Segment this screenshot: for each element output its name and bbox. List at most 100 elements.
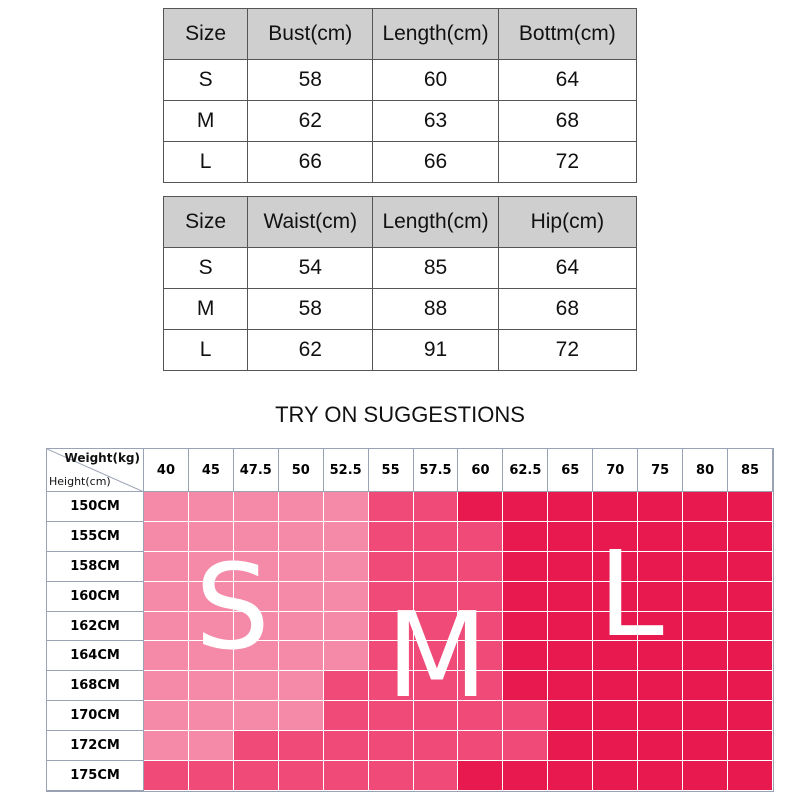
size-cell-l <box>503 671 549 702</box>
value-cell: 68 <box>497 288 638 330</box>
size-cell-s <box>233 701 279 732</box>
size-cell-l <box>458 492 504 522</box>
table-row: L 66 66 72 <box>162 141 638 183</box>
size-cell-m <box>458 611 504 642</box>
size-cell-s <box>278 521 324 552</box>
size-cell-s <box>233 611 279 642</box>
size-cell-l <box>503 581 549 612</box>
size-cell-s <box>188 701 234 732</box>
size-cell-l <box>683 671 729 702</box>
size-cell: M <box>162 100 249 142</box>
size-cell-l <box>728 761 773 791</box>
header-bottom: Bottm(cm) <box>497 8 638 60</box>
height-row-label: 155CM <box>47 521 144 552</box>
size-cell-m <box>323 731 369 762</box>
header-size: Size <box>162 196 249 248</box>
size-cell-l <box>503 521 549 552</box>
size-cell-m <box>278 731 324 762</box>
size-cell-s <box>188 581 234 612</box>
size-cell-m <box>503 701 549 732</box>
size-cell-s <box>144 551 189 582</box>
size-cell-l <box>548 641 594 672</box>
weight-header: 70 <box>593 449 639 492</box>
size-cell-l <box>683 731 729 762</box>
height-row-label: 170CM <box>47 701 144 732</box>
size-cell-l <box>503 492 549 522</box>
size-cell: L <box>162 329 249 371</box>
size-cell-l <box>593 492 639 522</box>
size-cell-l <box>638 701 684 732</box>
value-cell: 72 <box>497 141 638 183</box>
weight-header: 60 <box>458 449 504 492</box>
size-cell-m <box>458 521 504 552</box>
size-cell-m <box>503 731 549 762</box>
weight-header: 80 <box>683 449 729 492</box>
size-cell-l <box>458 761 504 791</box>
size-cell-s <box>323 492 369 522</box>
value-cell: 85 <box>372 247 499 289</box>
size-cell-s <box>278 551 324 582</box>
size-cell-m <box>413 671 459 702</box>
header-size: Size <box>162 8 249 60</box>
size-cell-l <box>728 671 773 702</box>
size-cell-l <box>593 701 639 732</box>
value-cell: 66 <box>372 141 499 183</box>
value-cell: 64 <box>497 247 638 289</box>
size-cell-s <box>278 641 324 672</box>
size-cell-l <box>728 641 773 672</box>
size-cell-l <box>683 581 729 612</box>
header-length: Length(cm) <box>372 196 499 248</box>
size-cell-m <box>233 761 279 791</box>
size-cell-m <box>368 671 414 702</box>
size-cell-m <box>413 641 459 672</box>
size-cell: M <box>162 288 249 330</box>
value-cell: 58 <box>247 59 374 101</box>
weight-header: 40 <box>144 449 189 492</box>
size-cell-m <box>413 521 459 552</box>
size-cell-l <box>728 581 773 612</box>
size-cell-l <box>638 492 684 522</box>
size-cell-l <box>683 551 729 582</box>
size-cell-s <box>323 551 369 582</box>
header-length: Length(cm) <box>372 8 499 60</box>
size-cell-l <box>638 551 684 582</box>
size-cell-m <box>368 611 414 642</box>
header-hip: Hip(cm) <box>497 196 638 248</box>
size-cell-m <box>458 671 504 702</box>
suggestions-title: TRY ON SUGGESTIONS <box>275 402 525 427</box>
size-cell-l <box>593 731 639 762</box>
size-cell-l <box>548 731 594 762</box>
size-cell-l <box>548 701 594 732</box>
table-row: L 62 91 72 <box>162 329 638 371</box>
size-cell-m <box>144 761 189 791</box>
height-axis-label: Height(cm) <box>49 475 111 488</box>
height-row-label: 150CM <box>47 492 144 522</box>
size-cell-l <box>503 551 549 582</box>
height-row-label: 168CM <box>47 671 144 702</box>
table-row: M 62 63 68 <box>162 100 638 142</box>
size-cell-l <box>638 731 684 762</box>
value-cell: 54 <box>247 247 374 289</box>
size-cell-l <box>593 581 639 612</box>
size-l-letter: L <box>598 525 664 663</box>
size-cell-s <box>144 492 189 522</box>
size-cell-m <box>368 641 414 672</box>
bottom-size-table: Size Waist(cm) Length(cm) Hip(cm) S 54 8… <box>162 196 638 371</box>
size-cell-m <box>323 701 369 732</box>
corner-diagonal <box>47 449 143 491</box>
size-cell-l <box>638 761 684 791</box>
size-cell-s <box>323 521 369 552</box>
size-suggestion-grid: Weight(kg) Height(cm) 40 45 47.5 50 52.5 55 57… <box>46 448 774 792</box>
size-cell-l <box>593 761 639 791</box>
size-cell-m <box>368 731 414 762</box>
weight-header: 50 <box>278 449 324 492</box>
size-cell-s <box>323 641 369 672</box>
size-cell-l <box>683 761 729 791</box>
table-row: S 58 60 64 <box>162 59 638 101</box>
size-cell-m <box>458 641 504 672</box>
size-cell-m <box>458 551 504 582</box>
size-cell-l <box>548 581 594 612</box>
size-cell-s <box>278 701 324 732</box>
size-cell-m <box>413 761 459 791</box>
size-cell-s <box>233 521 279 552</box>
